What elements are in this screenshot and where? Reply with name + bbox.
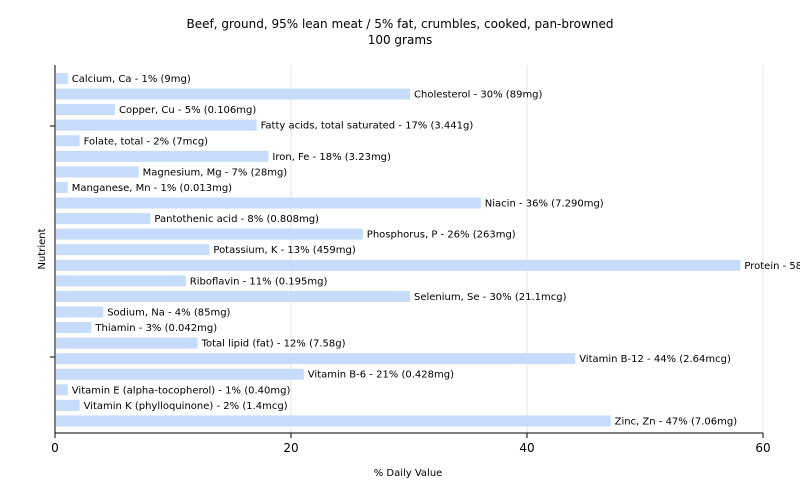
bar (56, 73, 68, 84)
bar-label: Fatty acids, total saturated - 17% (3.44… (261, 121, 474, 132)
bar (56, 415, 611, 427)
bar-label: Folate, total - 2% (7mcg) (84, 136, 209, 147)
bar-label: Potassium, K - 13% (459mg) (213, 245, 355, 256)
bar-label: Niacin - 36% (7.290mg) (485, 199, 604, 210)
bar-label: Magnesium, Mg - 7% (28mg) (143, 167, 288, 178)
bar (56, 399, 80, 411)
bar (56, 197, 481, 209)
bar (56, 150, 269, 162)
bar-label: Copper, Cu - 5% (0.106mg) (119, 105, 256, 116)
bar-label: Calcium, Ca - 1% (9mg) (72, 74, 191, 85)
bar-label: Total lipid (fat) - 12% (7.58g) (201, 339, 346, 350)
bar (56, 119, 257, 131)
bars (56, 73, 741, 427)
bar-label: Vitamin K (phylloquinone) - 2% (1.4mcg) (84, 401, 288, 412)
bar (56, 228, 363, 240)
x-axis-label: % Daily Value (374, 468, 443, 479)
bar (56, 368, 304, 380)
bar (56, 290, 410, 302)
bar-label: Pantothenic acid - 8% (0.808mg) (154, 214, 319, 225)
bar (56, 181, 68, 193)
bar (56, 135, 80, 147)
bar-label: Thiamin - 3% (0.042mg) (94, 323, 217, 334)
bar-label: Selenium, Se - 30% (21.1mcg) (414, 292, 567, 303)
bar (56, 213, 151, 225)
x-tick-label: 0 (51, 441, 59, 455)
bar (56, 259, 741, 271)
bar-label: Cholesterol - 30% (89mg) (414, 90, 543, 101)
bar-label: Vitamin B-12 - 44% (2.64mcg) (579, 354, 731, 365)
bar-label: Phosphorus, P - 26% (263mg) (367, 230, 516, 241)
bar-label: Manganese, Mn - 1% (0.013mg) (72, 183, 232, 194)
y-axis-label: Nutrient (37, 228, 48, 269)
bar-label: Riboflavin - 11% (0.195mg) (190, 276, 328, 287)
bar (56, 384, 68, 396)
bar (56, 337, 198, 349)
bar (56, 244, 210, 256)
bar-labels: Calcium, Ca - 1% (9mg) Cholesterol - 30% … (72, 74, 800, 427)
bar (56, 353, 576, 365)
bar (56, 306, 104, 318)
bar-label: Protein - 58% (29.17g) (744, 261, 800, 272)
bar (56, 88, 410, 100)
chart-title: Beef, ground, 95% lean meat / 5% fat, cr… (187, 17, 614, 31)
bar-label: Iron, Fe - 18% (3.23mg) (272, 152, 391, 163)
bar (56, 275, 186, 287)
x-tick-label: 60 (755, 441, 770, 455)
x-tick-label: 40 (519, 441, 534, 455)
bar-label: Vitamin E (alpha-tocopherol) - 1% (0.40m… (72, 385, 291, 396)
bar (56, 104, 115, 116)
axes: 0 20 40 60 (50, 65, 771, 455)
chart-subtitle: 100 grams (368, 33, 433, 47)
bar (56, 322, 92, 334)
bar-label: Zinc, Zn - 47% (7.06mg) (615, 416, 738, 427)
bar-label: Sodium, Na - 4% (85mg) (107, 307, 230, 318)
bar-label: Vitamin B-6 - 21% (0.428mg) (308, 370, 454, 381)
bar (56, 166, 139, 178)
x-tick-label: 20 (283, 441, 298, 455)
